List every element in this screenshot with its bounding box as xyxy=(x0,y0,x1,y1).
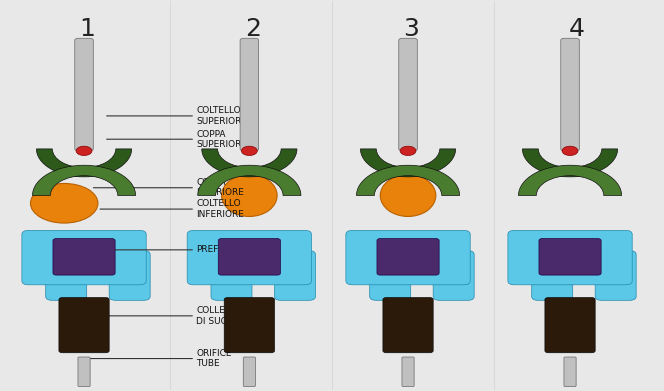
Wedge shape xyxy=(519,165,622,196)
FancyBboxPatch shape xyxy=(539,239,601,275)
FancyBboxPatch shape xyxy=(211,251,252,300)
Wedge shape xyxy=(361,149,456,177)
FancyBboxPatch shape xyxy=(243,357,256,387)
Wedge shape xyxy=(523,149,618,177)
Wedge shape xyxy=(37,149,131,177)
Text: PREFINITORE: PREFINITORE xyxy=(197,245,255,255)
FancyBboxPatch shape xyxy=(240,38,258,151)
Ellipse shape xyxy=(380,174,436,217)
FancyBboxPatch shape xyxy=(433,251,474,300)
Text: 1: 1 xyxy=(80,16,96,41)
Wedge shape xyxy=(202,149,297,177)
FancyBboxPatch shape xyxy=(46,251,87,300)
FancyBboxPatch shape xyxy=(561,38,579,151)
Wedge shape xyxy=(357,165,459,196)
Text: COLTELLO
SUPERIORE: COLTELLO SUPERIORE xyxy=(197,106,248,126)
FancyBboxPatch shape xyxy=(75,38,94,151)
Wedge shape xyxy=(198,165,301,196)
FancyBboxPatch shape xyxy=(109,251,150,300)
FancyBboxPatch shape xyxy=(595,251,636,300)
FancyBboxPatch shape xyxy=(274,251,315,300)
Circle shape xyxy=(242,146,257,156)
FancyBboxPatch shape xyxy=(545,298,595,353)
FancyBboxPatch shape xyxy=(508,230,632,285)
FancyBboxPatch shape xyxy=(224,298,274,353)
Text: COLTELLO
INFERIORE: COLTELLO INFERIORE xyxy=(197,199,244,219)
FancyBboxPatch shape xyxy=(53,239,115,275)
Circle shape xyxy=(400,146,416,156)
Circle shape xyxy=(76,146,92,156)
Text: COLLETTORE
DI SUCCO: COLLETTORE DI SUCCO xyxy=(197,306,255,326)
FancyBboxPatch shape xyxy=(399,38,417,151)
FancyBboxPatch shape xyxy=(532,251,572,300)
FancyBboxPatch shape xyxy=(564,357,576,387)
FancyBboxPatch shape xyxy=(22,230,146,285)
Text: ORIFICE
TUBE: ORIFICE TUBE xyxy=(197,349,232,368)
Text: 4: 4 xyxy=(568,16,585,41)
FancyBboxPatch shape xyxy=(346,230,470,285)
FancyBboxPatch shape xyxy=(383,298,433,353)
Text: COPPA
SUPERIORE: COPPA SUPERIORE xyxy=(197,129,248,149)
FancyBboxPatch shape xyxy=(402,357,414,387)
FancyBboxPatch shape xyxy=(218,239,280,275)
Ellipse shape xyxy=(222,174,277,217)
Text: 3: 3 xyxy=(404,16,419,41)
Circle shape xyxy=(562,146,578,156)
FancyBboxPatch shape xyxy=(187,230,311,285)
FancyBboxPatch shape xyxy=(78,357,90,387)
FancyBboxPatch shape xyxy=(370,251,411,300)
Text: COPPA
INFERIORE: COPPA INFERIORE xyxy=(197,178,244,197)
Circle shape xyxy=(31,183,98,223)
FancyBboxPatch shape xyxy=(377,239,439,275)
Text: 2: 2 xyxy=(244,16,261,41)
FancyBboxPatch shape xyxy=(59,298,109,353)
Wedge shape xyxy=(33,165,135,196)
